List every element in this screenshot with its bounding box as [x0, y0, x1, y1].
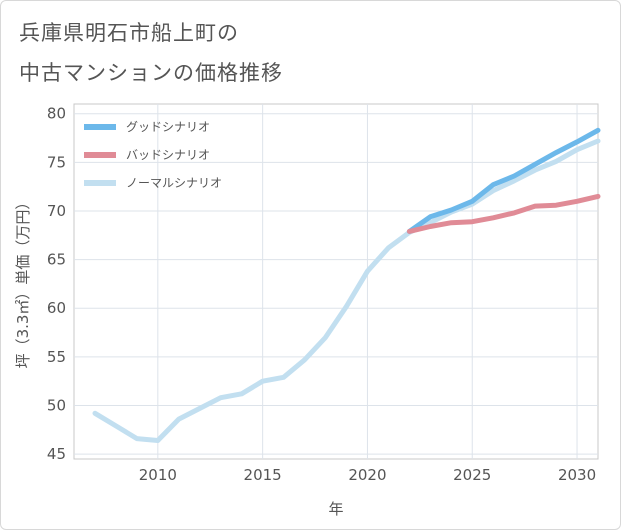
y-tick-label: 45 — [47, 445, 66, 463]
plot-area — [73, 103, 599, 460]
grid-lines — [74, 104, 598, 459]
x-axis-ticks: 2010 2015 2020 2025 2030 — [139, 466, 596, 484]
x-tick-label: 2030 — [558, 466, 596, 484]
series-layer — [92, 127, 601, 443]
legend-label: グッドシナリオ — [126, 120, 210, 134]
y-tick-label: 75 — [47, 153, 66, 171]
y-tick-label: 80 — [47, 105, 66, 123]
x-tick-label: 2015 — [244, 466, 282, 484]
legend-label: バッドシナリオ — [126, 148, 210, 162]
series-line-0 — [406, 127, 601, 234]
x-axis-label: 年 — [328, 500, 343, 518]
y-axis-ticks: 45 50 55 60 65 70 75 80 — [47, 105, 66, 463]
chart-title-line-2: 中古マンションの価格推移 — [19, 61, 283, 85]
y-tick-label: 50 — [47, 397, 66, 415]
x-tick-label: 2010 — [139, 466, 177, 484]
y-axis-label: 坪（3.3㎡）単価（万円） — [14, 195, 32, 369]
series-line-1 — [406, 193, 601, 234]
x-tick-label: 2020 — [348, 466, 386, 484]
series-line-2 — [92, 138, 601, 443]
chart-title-line-1: 兵庫県明石市船上町の — [19, 21, 239, 45]
legend-label: ノーマルシナリオ — [126, 176, 222, 190]
y-tick-label: 60 — [47, 299, 66, 317]
y-tick-label: 70 — [47, 202, 66, 220]
x-tick-label: 2025 — [453, 466, 491, 484]
y-tick-label: 65 — [47, 251, 66, 269]
y-tick-label: 55 — [47, 348, 66, 366]
